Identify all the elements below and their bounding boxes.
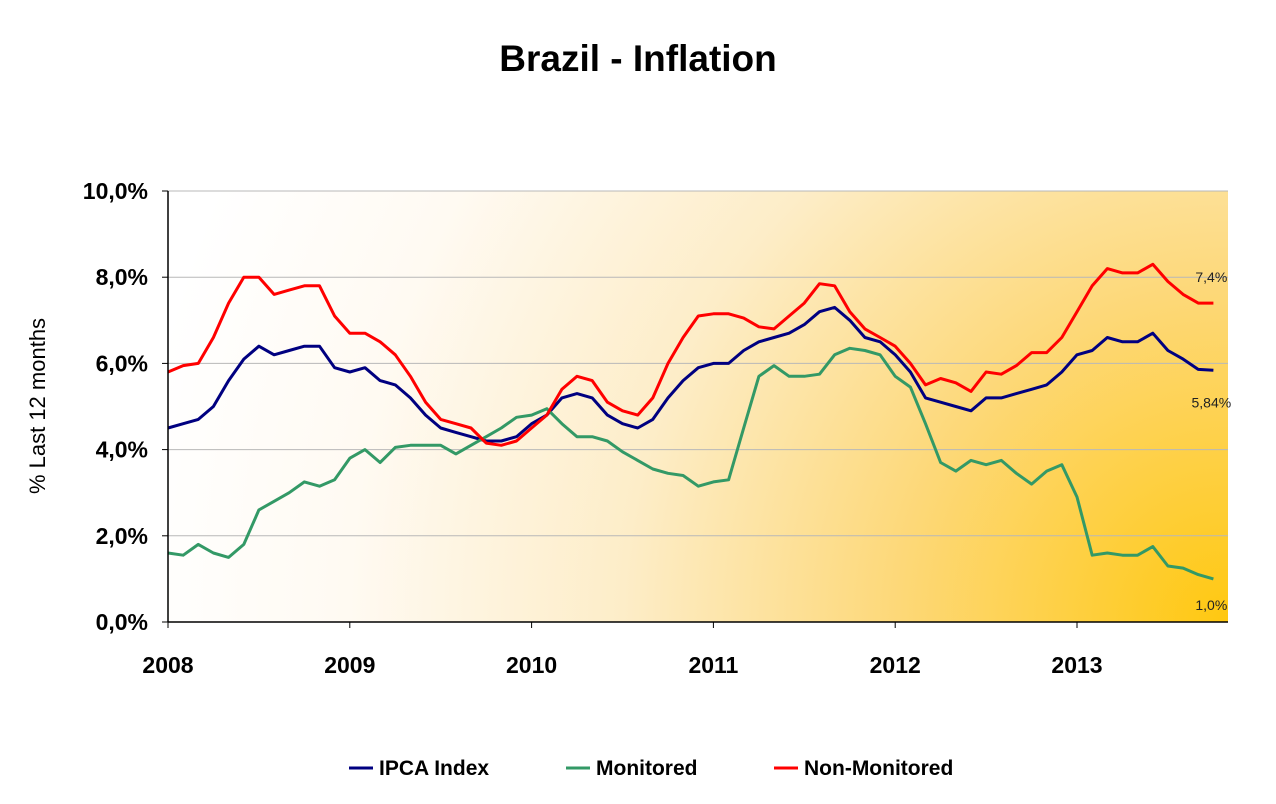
data-label: 1,0% — [1195, 597, 1227, 613]
y-tick-label: 4,0% — [96, 437, 148, 463]
legend-label: IPCA Index — [379, 757, 489, 780]
data-label: 7,4% — [1195, 269, 1227, 285]
legend-item: Monitored — [566, 757, 697, 780]
chart-title: Brazil - Inflation — [499, 38, 777, 79]
series-line-non-monitored — [167, 262, 1214, 447]
x-tick-label: 2012 — [870, 652, 921, 678]
legend-item: IPCA Index — [349, 757, 489, 780]
legend-label: Non-Monitored — [804, 757, 953, 780]
y-tick-label: 6,0% — [96, 350, 148, 376]
series-line-monitored — [167, 346, 1214, 581]
y-tick-label: 0,0% — [96, 609, 148, 635]
y-tick-label: 8,0% — [96, 264, 148, 290]
y-tick-label: 10,0% — [83, 178, 148, 204]
y-tick-label: 2,0% — [96, 523, 148, 549]
legend-item: Non-Monitored — [774, 757, 953, 780]
x-tick-label: 2008 — [142, 652, 193, 678]
x-tick-label: 2010 — [506, 652, 557, 678]
data-label: 5,84% — [1191, 394, 1231, 410]
x-tick-label: 2009 — [324, 652, 375, 678]
y-axis-label: % Last 12 months — [25, 318, 50, 494]
plot-area — [168, 191, 1228, 622]
x-tick-label: 2011 — [688, 652, 738, 678]
x-tick-label: 2013 — [1051, 652, 1102, 678]
series-line-ipca-index — [167, 305, 1214, 443]
legend-label: Monitored — [596, 757, 697, 780]
